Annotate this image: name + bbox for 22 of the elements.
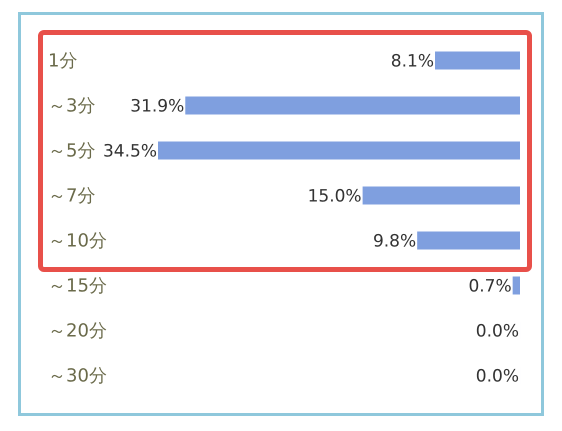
y-tick-label: ～20分: [48, 320, 107, 342]
data-label: 15.0%: [308, 186, 362, 206]
y-tick-label: ～30分: [48, 366, 107, 386]
bar: [362, 186, 520, 204]
y-tick-label: 1分: [48, 50, 78, 72]
y-tick-label: ～15分: [48, 276, 107, 296]
bar: [435, 52, 520, 70]
data-label: 34.5%: [102, 142, 157, 162]
data-label: 9.8%: [372, 232, 416, 252]
y-tick-label: ～5分: [48, 140, 96, 162]
bar: [185, 96, 520, 114]
bar: [158, 142, 520, 160]
bar: [512, 276, 520, 294]
data-label: 0.0%: [476, 322, 519, 342]
bar: [417, 232, 520, 250]
data-label: 0.7%: [468, 276, 512, 296]
data-label: 8.1%: [390, 52, 434, 72]
y-tick-label: ～3分: [48, 96, 96, 116]
data-label: 0.0%: [476, 366, 519, 386]
y-tick-label: ～10分: [48, 230, 107, 252]
data-label: 31.9%: [130, 96, 184, 116]
y-tick-label: ～7分: [48, 186, 96, 206]
